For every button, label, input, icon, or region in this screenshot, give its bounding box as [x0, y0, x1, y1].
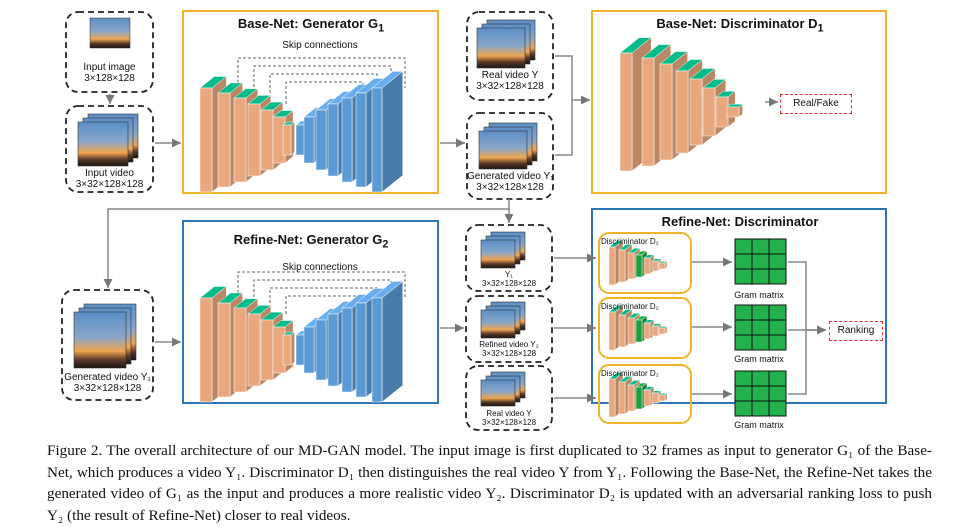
gram-label-1: Gram matrix: [734, 290, 784, 300]
input-image-frame: [89, 17, 131, 49]
refine-input-label: Generated video Y₁ 3×32×128×128: [64, 372, 151, 394]
d2-branch-2-layer-7: [658, 325, 668, 335]
gram-matrix-1: [734, 238, 787, 285]
d2-label-2: Discriminator D₂: [601, 302, 659, 311]
input-image-group: [65, 11, 154, 93]
disc2-title: Refine-Net: Discriminator: [661, 214, 819, 229]
base-net-generator-panel: [182, 10, 439, 194]
g1-encoder-layer-7: [282, 121, 296, 156]
gram-label-2: Gram matrix: [734, 354, 784, 364]
real-video-group: [466, 11, 554, 101]
gram-matrix-2: [734, 304, 787, 351]
g2-encoder-layer-7: [282, 331, 296, 366]
g1-to-refine-arrow: [103, 199, 510, 288]
caption-text: Figure 2. The overall architecture of ou…: [47, 442, 932, 524]
d2-branch-2: [598, 297, 692, 359]
refine-input-frames: [73, 303, 137, 369]
input-video-group: [65, 105, 154, 193]
refine-input-group: [61, 289, 154, 401]
gram-label-3: Gram matrix: [734, 420, 784, 430]
g2-decoder-layer-7: [371, 280, 404, 403]
input-video-frames: [77, 113, 139, 167]
gram3-to-ranking-arrow: [788, 330, 807, 395]
d2-branch-1-layer-7: [658, 260, 668, 270]
real-video-label: Real video Y 3×32×128×128: [476, 70, 544, 92]
refine-net-generator-panel: [182, 220, 439, 404]
d2-branch-3-layer-7: [658, 392, 668, 402]
generated-video-group: [466, 112, 554, 200]
real-video-frames: [476, 19, 536, 69]
gram-matrix-3: [734, 370, 787, 417]
figure-caption: Figure 2. The overall architecture of ou…: [47, 440, 932, 526]
d1-output: Real/Fake: [780, 94, 852, 114]
architecture-figure: Base-Net: Generator G1 Skip connections …: [61, 10, 887, 431]
disc1-title: Base-Net: Discriminator D1: [656, 16, 824, 35]
real-to-d1-arrow: [555, 55, 590, 105]
refine-gen-title: Refine-Net: Generator G2: [233, 232, 389, 251]
d2-label-3: Discriminator D₂: [601, 369, 659, 378]
refine-real-group: [465, 365, 553, 431]
refined-label: Refined video Y₂ 3×32×128×128: [479, 340, 539, 358]
g1-decoder-layer-7: [371, 70, 404, 193]
base-skip-label: Skip connections: [282, 40, 358, 51]
generated-video-frames: [478, 122, 538, 170]
real-video2-label: Real video Y 3×32×128×128: [481, 409, 537, 427]
gen-to-d1-arrow: [555, 100, 573, 156]
real2-frames: [480, 371, 526, 407]
refine-skip-label: Skip connections: [282, 262, 358, 273]
gen-video-label: Generated video Y₁ 3×32×128×128: [467, 171, 554, 193]
y1-label: Y₁ 3×32×128×128: [481, 270, 537, 288]
d2-branch-1: [598, 232, 692, 294]
input-video-label: Input video 3×32×128×128: [75, 168, 144, 190]
d2-label-1: Discriminator D₂: [601, 237, 659, 246]
refine-y1-group: [465, 224, 553, 292]
ranking-output: Ranking: [829, 321, 883, 341]
d1-layer-8: [726, 103, 744, 118]
base-net-discriminator-panel: [591, 10, 887, 194]
architecture-diagram: [61, 10, 887, 431]
y2-frames: [480, 301, 526, 339]
y1-frames: [480, 231, 526, 269]
d2-branch-3: [598, 364, 692, 424]
base-net-title: Base-Net: Generator G1: [237, 16, 385, 35]
input-image-label: Input image 3×128×128: [83, 62, 136, 84]
refine-y2-group: [465, 295, 553, 363]
